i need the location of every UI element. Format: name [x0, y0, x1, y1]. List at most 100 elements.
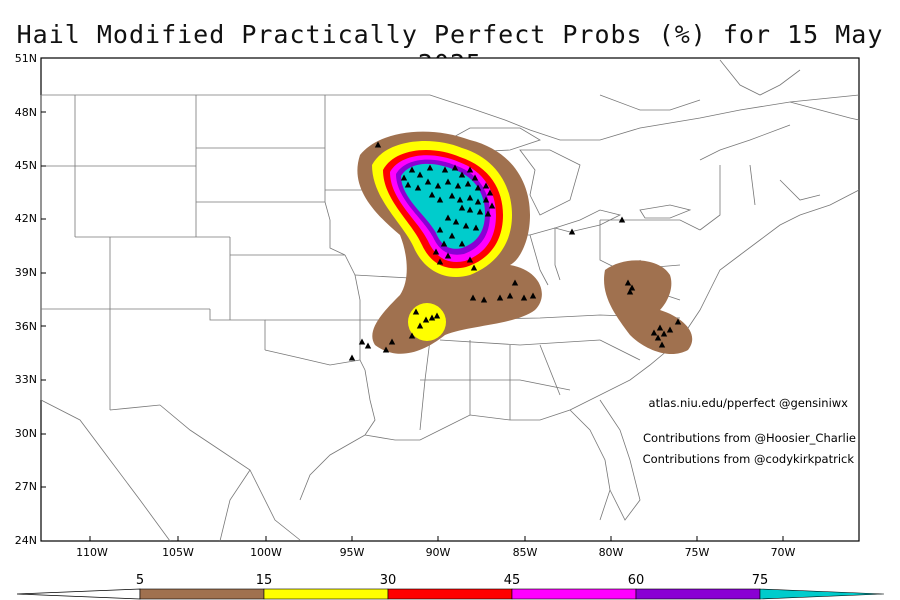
hail-report-marker [466, 166, 474, 173]
hail-report-marker [436, 226, 444, 233]
hail-report-marker [674, 318, 682, 325]
hail-report-marker [364, 342, 372, 349]
lon-label: 90W [426, 546, 451, 559]
lon-label: 80W [599, 546, 624, 559]
colorbar-label: 5 [136, 573, 144, 588]
credit-line: Contributions from @Hoosier_Charlie [643, 431, 856, 445]
lat-label: 42N [15, 212, 37, 225]
hail-report-marker [626, 288, 634, 295]
hail-report-marker [448, 192, 456, 199]
hail-report-marker [436, 196, 444, 203]
hail-report-marker [458, 171, 466, 178]
hail-report-marker [474, 198, 482, 205]
hail-report-marker [520, 294, 528, 301]
hail-report-marker [448, 232, 456, 239]
colorbar-low-arrow [16, 588, 141, 600]
hail-report-marker [454, 182, 462, 189]
hail-report-marker [434, 182, 442, 189]
credits: atlas.niu.edu/pperfect @gensiniwx Contri… [643, 396, 856, 466]
credit-line: atlas.niu.edu/pperfect @gensiniwx [649, 396, 849, 410]
colorbar-label: 45 [504, 573, 521, 588]
lon-label: 95W [340, 546, 365, 559]
colorbar-segment [263, 588, 389, 600]
lat-label: 48N [15, 106, 37, 119]
hail-report-marker [400, 174, 408, 181]
hail-report-marker [618, 216, 626, 223]
latitude-ticks [41, 111, 784, 541]
lat-label: 45N [15, 159, 37, 172]
hail-report-marker [433, 312, 441, 319]
hail-report-marker [466, 256, 474, 263]
hail-report-marker [654, 334, 662, 341]
hail-report-marker [496, 294, 504, 301]
hail-report-marker [488, 202, 496, 209]
hail-report-marker [658, 341, 666, 348]
credit-line: Contributions from @codykirkpatrick [643, 452, 855, 466]
hail-report-marker [456, 196, 464, 203]
hail-report-marker [382, 346, 390, 353]
hail-report-marker [444, 214, 452, 221]
hail-report-marker [650, 329, 658, 336]
lon-label: 70W [771, 546, 796, 559]
hail-report-marker [568, 228, 576, 235]
hail-report-marker [482, 182, 490, 189]
colorbar-segment [387, 588, 513, 600]
hail-report-marker [469, 294, 477, 301]
colorbar-label: 30 [380, 573, 397, 588]
hail-report-marker [628, 284, 636, 291]
hail-report-marker [441, 166, 449, 173]
hail-report-marker [428, 314, 436, 321]
hail-report-marker [470, 264, 478, 271]
hail-report-marker [506, 292, 514, 299]
hail-report-marker [666, 326, 674, 333]
hail-report-marker [458, 204, 466, 211]
hail-report-marker [424, 178, 432, 185]
hail-report-markers [348, 141, 682, 361]
hail-report-marker [432, 248, 440, 255]
hail-report-marker [480, 296, 488, 303]
hail-report-marker [624, 279, 632, 286]
hail-report-marker [529, 292, 537, 299]
hail-report-marker [426, 164, 434, 171]
hail-report-marker [472, 224, 480, 231]
lon-label: 75W [685, 546, 710, 559]
lon-label: 100W [250, 546, 282, 559]
hail-report-marker [422, 316, 430, 323]
colorbar-label: 75 [752, 573, 769, 588]
hail-report-marker [408, 166, 416, 173]
colorbar-segment [139, 588, 265, 600]
hail-report-marker [452, 218, 460, 225]
lon-label: 85W [513, 546, 538, 559]
lat-label: 51N [15, 52, 37, 65]
hail-report-marker [466, 206, 474, 213]
hail-report-marker [511, 279, 519, 286]
hail-report-marker [476, 208, 484, 215]
hail-report-marker [408, 332, 416, 339]
hail-report-marker [458, 240, 466, 247]
hail-report-marker [374, 141, 382, 148]
colorbar-label: 60 [628, 573, 645, 588]
lon-label: 105W [162, 546, 194, 559]
hail-report-marker [486, 189, 494, 196]
colorbar-high-arrow [759, 588, 885, 600]
colorbar: 5 15 30 45 60 75 [16, 573, 885, 600]
hail-report-marker [440, 240, 448, 247]
colorbar-segment [635, 588, 761, 600]
lat-label: 24N [15, 534, 37, 547]
hail-report-marker [484, 210, 492, 217]
lat-label: 33N [15, 373, 37, 386]
hail-report-marker [462, 222, 470, 229]
lat-label: 27N [15, 480, 37, 493]
hail-report-marker [428, 191, 436, 198]
colorbar-segment [511, 588, 637, 600]
hail-report-marker [348, 354, 356, 361]
hail-report-marker [660, 330, 668, 337]
hail-report-marker [444, 178, 452, 185]
hail-report-marker [388, 338, 396, 345]
lat-label: 36N [15, 320, 37, 333]
hail-report-marker [474, 184, 482, 191]
hail-report-marker [464, 180, 472, 187]
hail-report-marker [444, 252, 452, 259]
hail-report-marker [482, 196, 490, 203]
